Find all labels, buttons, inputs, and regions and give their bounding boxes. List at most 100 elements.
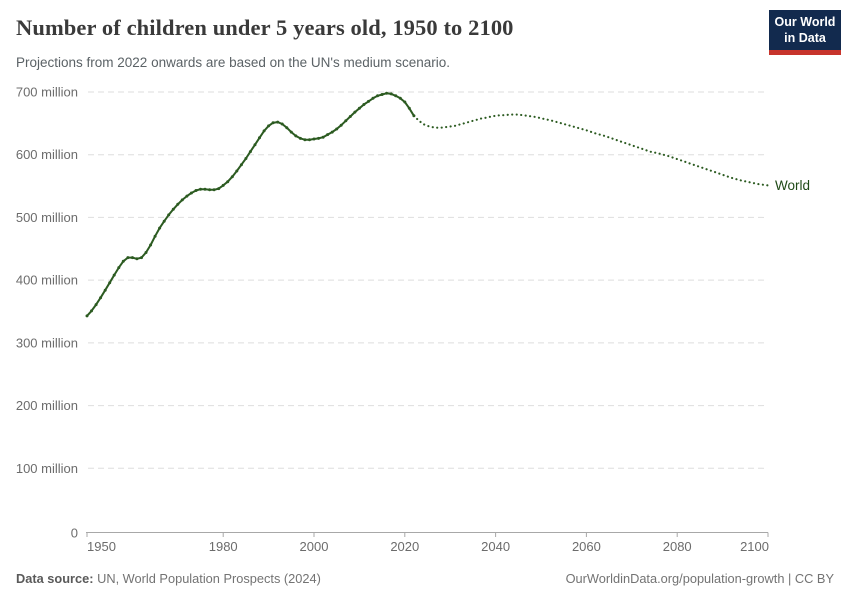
series-world-historical[interactable]: [85, 91, 416, 318]
data-point: [235, 169, 239, 173]
y-tick-label: 600 million: [16, 147, 78, 162]
data-point: [407, 106, 411, 110]
data-point: [94, 303, 98, 307]
data-point: [289, 130, 293, 134]
entity-label[interactable]: World: [775, 178, 810, 193]
data-point: [276, 120, 280, 124]
data-point: [212, 188, 216, 192]
data-point: [180, 198, 184, 202]
data-point: [348, 115, 352, 118]
data-point: [85, 314, 89, 318]
data-point: [117, 266, 121, 270]
world-label: World: [775, 178, 810, 193]
data-point: [317, 136, 320, 140]
y-tick-label: 400 million: [16, 273, 78, 288]
data-point: [367, 99, 370, 103]
logo-line-1: Our World: [774, 15, 836, 29]
x-tick-label: 2100: [740, 539, 769, 554]
data-point: [271, 121, 275, 125]
data-point: [121, 259, 125, 263]
data-point: [217, 187, 221, 191]
y-tick-label: 200 million: [16, 398, 78, 413]
data-point: [230, 175, 234, 179]
x-tick-label: 2000: [300, 539, 329, 554]
x-axis-labels: 1950 1980 2000 2020 2040 2060 2080 2100: [87, 539, 769, 554]
data-point: [376, 94, 380, 98]
data-point: [362, 103, 366, 106]
y-tick-label: 300 million: [16, 335, 78, 350]
data-source-label: Data source:: [16, 570, 94, 586]
x-tick-label: 1950: [87, 539, 116, 554]
y-tick-label: 100 million: [16, 461, 78, 476]
data-point: [189, 191, 193, 195]
data-source-text: UN, World Population Prospects (2024): [93, 570, 321, 586]
data-point: [90, 309, 93, 313]
data-point: [280, 122, 284, 126]
series-world-projection[interactable]: [412, 113, 770, 187]
data-point: [108, 281, 112, 285]
data-point: [239, 163, 243, 167]
data-point: [344, 119, 348, 123]
x-axis: [86, 532, 769, 537]
data-point: [403, 100, 407, 104]
data-point: [130, 256, 134, 260]
data-point: [339, 123, 343, 127]
data-point: [140, 256, 143, 260]
y-tick-label: 700 million: [16, 85, 78, 100]
world-line-dotted: [412, 113, 770, 187]
data-point: [126, 256, 130, 260]
data-point: [385, 91, 389, 95]
data-point: [112, 273, 116, 277]
data-point: [371, 96, 375, 100]
data-point: [398, 96, 402, 100]
data-point: [162, 219, 166, 223]
data-point: [335, 127, 339, 131]
logo-line-2: in Data: [784, 30, 826, 45]
data-point: [199, 187, 202, 191]
data-point: [308, 138, 311, 142]
data-point: [158, 226, 162, 230]
data-point: [326, 133, 330, 137]
data-point: [244, 157, 248, 160]
gridlines: [88, 91, 768, 469]
data-point: [262, 129, 266, 133]
data-point: [103, 288, 107, 292]
data-point: [248, 150, 252, 154]
data-point: [171, 207, 175, 211]
data-point: [353, 110, 357, 114]
page-title: Number of children under 5 years old, 19…: [16, 15, 514, 40]
data-point: [203, 187, 207, 191]
data-point: [394, 94, 398, 98]
data-point: [176, 202, 180, 206]
data-point: [389, 92, 393, 96]
data-point: [99, 296, 103, 300]
data-point: [258, 136, 261, 140]
data-point: [267, 124, 271, 128]
data-point: [303, 138, 307, 142]
data-point: [149, 243, 153, 247]
y-tick-label: 0: [71, 526, 78, 541]
data-point: [153, 234, 157, 238]
owid-logo[interactable]: Our World in Data: [769, 10, 841, 56]
data-point: [135, 257, 139, 261]
data-point: [194, 189, 198, 192]
x-tick-label: 2020: [390, 539, 419, 554]
data-point: [167, 213, 171, 217]
chart-subtitle: Projections from 2022 onwards are based …: [16, 55, 451, 70]
credit-link[interactable]: OurWorldinData.org/population-growth | C…: [565, 570, 834, 586]
data-point: [321, 135, 325, 139]
data-point: [253, 143, 257, 147]
data-point: [294, 134, 298, 138]
data-point: [185, 194, 189, 198]
data-point: [330, 130, 334, 134]
x-tick-label: 1980: [209, 539, 238, 554]
data-point: [221, 183, 225, 187]
chart-footer: Data source: UN, World Population Prospe…: [16, 566, 834, 590]
y-tick-label: 500 million: [16, 210, 78, 225]
data-point: [226, 180, 230, 184]
data-point: [285, 126, 289, 130]
data-point: [312, 137, 316, 141]
world-line-solid: [86, 92, 415, 317]
